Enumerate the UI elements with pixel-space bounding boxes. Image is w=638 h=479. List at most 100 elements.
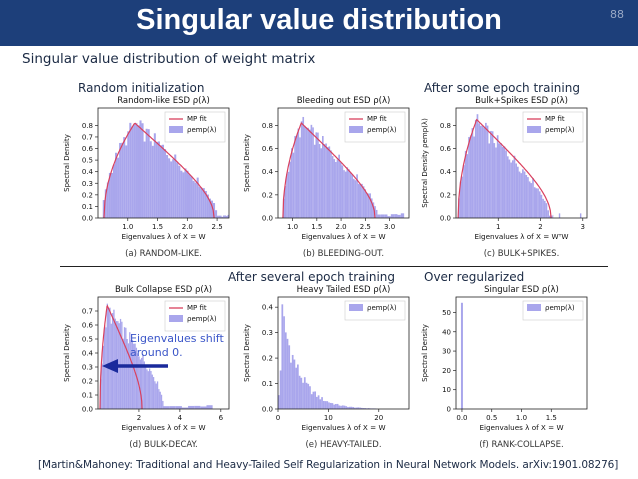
chart-caption: (b) BLEEDING-OUT. xyxy=(303,249,384,259)
histogram-bar xyxy=(130,340,132,409)
histogram-bar xyxy=(294,136,296,218)
note-several-epoch: After several epoch training xyxy=(228,270,396,284)
histogram-bar xyxy=(312,127,314,218)
histogram-bar xyxy=(323,144,326,218)
histogram-bar xyxy=(210,200,214,218)
histogram-bar xyxy=(525,174,528,218)
histogram-bar xyxy=(331,403,334,409)
x-tick-label: 2.5 xyxy=(212,223,223,231)
plot-frame xyxy=(455,107,588,219)
histogram-bar xyxy=(377,214,381,218)
histogram-bar xyxy=(348,406,351,409)
histogram-bar xyxy=(357,183,360,218)
histogram-bar xyxy=(535,188,538,218)
histogram-bar xyxy=(153,133,156,218)
histogram-bar xyxy=(310,124,313,218)
histogram-bar xyxy=(163,406,170,409)
histogram-bar xyxy=(540,194,543,218)
chart-e: Heavy Tailed ESD ρ(λ) 0 10 20 0.0 0.1 0.2 0.3 0.… xyxy=(243,285,410,450)
histogram-bar xyxy=(326,401,329,409)
mp-fit-curve xyxy=(457,118,552,219)
slide-subtitle: Singular value distribution of weight ma… xyxy=(22,51,316,67)
histogram-bar xyxy=(508,159,511,218)
note-over-regularized: Over regularized xyxy=(424,270,525,284)
histogram-bar xyxy=(281,304,284,409)
legend-label: MP fit xyxy=(545,115,565,123)
histogram-bar xyxy=(143,141,146,218)
histogram-bar xyxy=(315,132,318,218)
histogram-bar xyxy=(224,215,227,218)
histogram-bar xyxy=(491,131,494,218)
legend-swatch-fill xyxy=(349,126,363,133)
histogram-bar xyxy=(486,125,489,218)
x-tick-label: 1.0 xyxy=(122,223,133,231)
legend: MP fit ρemp(λ) xyxy=(164,300,226,332)
histogram-bar xyxy=(335,404,337,409)
spike-bar xyxy=(579,213,582,218)
histogram-bar xyxy=(200,406,207,409)
histogram-bar xyxy=(102,345,105,409)
y-tick-label: 0.4 xyxy=(262,304,274,312)
histogram-bar xyxy=(110,172,113,218)
legend-swatch-fill xyxy=(527,304,541,311)
page-number: 88 xyxy=(610,8,624,21)
histogram-bar xyxy=(478,123,480,218)
y-tick-label: 0.4 xyxy=(440,168,452,176)
histogram-bar xyxy=(166,155,169,218)
histogram-bar xyxy=(552,215,553,218)
histogram-bar xyxy=(208,198,211,218)
histogram-bar xyxy=(142,354,144,409)
histogram-bar xyxy=(341,405,344,409)
histogram-bar xyxy=(317,132,319,218)
histogram-bar xyxy=(331,156,334,218)
histogram-bar xyxy=(279,370,282,409)
histogram-bar xyxy=(318,144,321,218)
y-tick-label: 0.8 xyxy=(82,122,93,130)
histogram-bar xyxy=(152,377,155,409)
legend: MP fit ρemp(λ) xyxy=(522,111,584,143)
x-tick-label: 1.5 xyxy=(546,414,557,422)
histogram-bar xyxy=(500,143,502,218)
histogram-bar xyxy=(510,162,512,218)
histogram-bar xyxy=(181,407,189,409)
histogram-bar xyxy=(335,161,337,218)
histogram-bar xyxy=(139,359,142,409)
histogram-bar xyxy=(517,166,519,218)
histogram-bar xyxy=(298,375,301,409)
y-tick-label: 0.2 xyxy=(262,191,273,199)
histogram-bar xyxy=(360,407,363,409)
histogram-bar xyxy=(344,171,347,218)
y-tick-label: 20 xyxy=(442,367,451,375)
histogram-bar xyxy=(290,362,292,409)
histogram-bar xyxy=(227,214,229,218)
histogram-bar xyxy=(126,339,128,409)
histogram-bar xyxy=(354,407,356,409)
y-tick-label: 0.1 xyxy=(82,203,93,211)
legend-swatch-fill xyxy=(169,315,183,322)
histogram-bar xyxy=(329,402,332,409)
histogram-bar xyxy=(147,129,150,218)
histogram-bar xyxy=(127,131,130,218)
histogram-bar xyxy=(548,215,550,218)
histogram-bar xyxy=(493,143,496,218)
histogram-bar xyxy=(339,162,342,218)
histogram-bar xyxy=(117,157,120,218)
histogram-bar xyxy=(357,407,360,409)
y-tick-label: 0.5 xyxy=(82,157,93,165)
row-divider xyxy=(60,266,608,267)
y-axis-label: Spectral Density xyxy=(63,324,71,382)
y-tick-label: 0.4 xyxy=(82,168,94,176)
histogram-bar xyxy=(336,403,339,409)
x-tick-label: 0.5 xyxy=(486,414,497,422)
chart-panel-f: Singular ESD ρ(λ) 0.0 0.5 1.0 1.5 0 10 20 30 40 50… xyxy=(418,281,593,453)
histogram-bar xyxy=(129,332,131,409)
histogram-bar xyxy=(150,370,152,409)
legend-label: MP fit xyxy=(367,115,387,123)
histogram-bar xyxy=(488,143,491,218)
histogram-bar xyxy=(196,177,199,218)
histogram-bar xyxy=(287,171,290,218)
histogram-bar xyxy=(506,156,509,218)
histogram-bar xyxy=(190,176,193,218)
histogram-bar xyxy=(495,147,497,218)
histogram-bar xyxy=(168,158,171,218)
